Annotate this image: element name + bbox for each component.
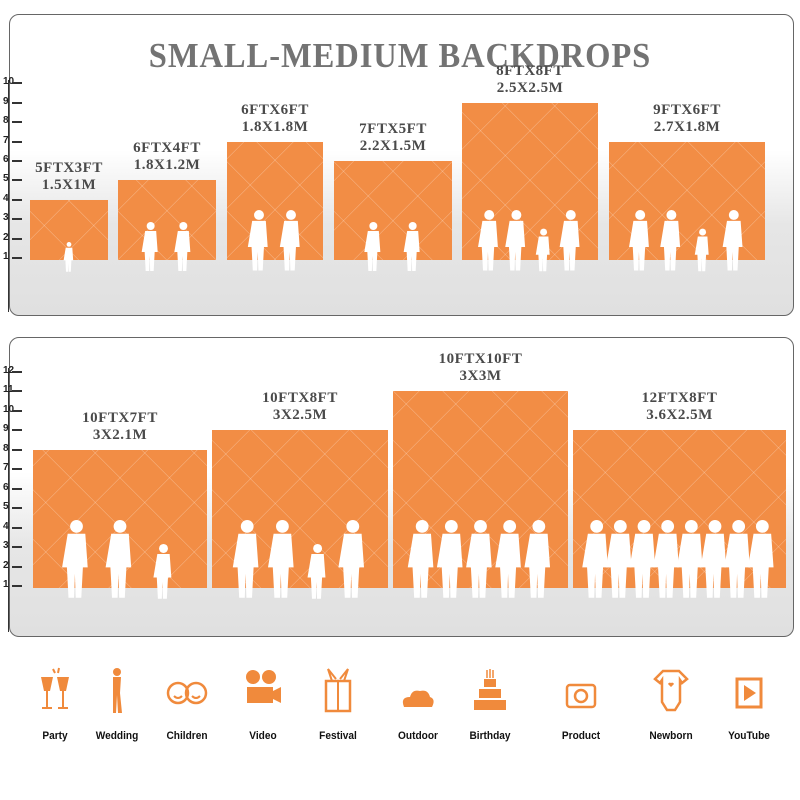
scale-tick: 6 bbox=[3, 481, 21, 493]
scale-tick: 10 bbox=[3, 403, 23, 415]
backdrop-size-block bbox=[30, 199, 108, 260]
backdrop-size-label: 12FTX8FT 3.6X2.5M bbox=[553, 390, 800, 424]
size-meters: 1.5X1M bbox=[41, 176, 97, 193]
wedding-couple-icon bbox=[113, 668, 122, 713]
scale-tick: 12 bbox=[3, 364, 23, 376]
size-meters: 2.5X2.5M bbox=[496, 79, 564, 96]
backdrop-size-label: 8FTX8FT 2.5X2.5M bbox=[442, 63, 618, 97]
gift-box-icon bbox=[324, 668, 352, 713]
backdrop-size-block bbox=[462, 102, 598, 260]
size-meters: 1.8X1.8M bbox=[241, 118, 309, 135]
scale-tick: 4 bbox=[3, 520, 21, 532]
scale-tick: 3 bbox=[3, 212, 21, 224]
backdrop-size-block bbox=[393, 391, 568, 588]
use-children: Children bbox=[152, 665, 222, 742]
play-icon bbox=[735, 677, 763, 709]
backdrop-size-block bbox=[227, 141, 323, 260]
scale-tick: 1 bbox=[3, 579, 21, 590]
use-youtube: YouTube bbox=[714, 665, 784, 742]
scale-tick: 2 bbox=[3, 559, 21, 571]
scale-tick: 11 bbox=[3, 384, 22, 395]
scale-tick: 3 bbox=[3, 540, 21, 551]
backdrop-size-block bbox=[573, 430, 786, 588]
use-birthday: Birthday bbox=[455, 665, 525, 742]
size-feet: 10FTX10FT bbox=[438, 351, 523, 367]
children-faces-icon bbox=[166, 681, 208, 705]
backdrop-size-label: 6FTX6FT 1.8X1.8M bbox=[207, 102, 343, 136]
use-newborn: Newborn bbox=[636, 665, 706, 742]
backdrop-size-block bbox=[118, 180, 216, 260]
scale-tick: 5 bbox=[3, 501, 21, 512]
size-meters: 2.2X1.5M bbox=[359, 138, 427, 154]
baby-onesie-icon bbox=[653, 669, 689, 712]
use-video: Video bbox=[228, 665, 298, 742]
size-meters: 3X2.1M bbox=[92, 426, 148, 443]
scale-tick: 8 bbox=[3, 115, 21, 127]
scale-tick: 9 bbox=[3, 95, 21, 107]
movie-camera-icon bbox=[246, 670, 281, 703]
size-feet: 6FTX6FT bbox=[241, 101, 309, 118]
scale-tick: 9 bbox=[3, 423, 21, 434]
size-feet: 7FTX5FT bbox=[359, 121, 427, 137]
scale-tick: 4 bbox=[3, 192, 21, 204]
size-feet: 9FTX6FT bbox=[653, 101, 721, 118]
use-product: Product bbox=[546, 665, 616, 742]
scale-tick: 2 bbox=[3, 231, 21, 243]
use-festival: Festival bbox=[303, 665, 373, 742]
backdrop-size-label: 10FTX8FT 3X2.5M bbox=[192, 390, 408, 424]
backdrop-size-block bbox=[212, 430, 388, 588]
size-feet: 12FTX8FT bbox=[641, 390, 718, 406]
backdrop-size-block bbox=[33, 449, 207, 588]
backdrop-size-label: 5FTX3FT 1.5X1M bbox=[10, 160, 128, 194]
camera-icon bbox=[565, 683, 597, 709]
size-feet: 5FTX3FT bbox=[35, 159, 103, 176]
birthday-cake-icon bbox=[474, 669, 506, 710]
scale-tick: 6 bbox=[3, 154, 21, 165]
use-party: Party bbox=[20, 665, 90, 742]
scale-tick: 10 bbox=[3, 76, 23, 88]
backdrop-size-block bbox=[334, 161, 452, 260]
backdrop-size-label: 10FTX7FT 3X2.1M bbox=[13, 410, 227, 444]
backdrop-size-label: 7FTX5FT 2.2X1.5M bbox=[314, 121, 472, 155]
scale-tick: 1 bbox=[3, 251, 21, 262]
size-meters: 1.8X1.2M bbox=[133, 157, 201, 174]
size-feet: 10FTX7FT bbox=[82, 409, 158, 426]
size-feet: 8FTX8FT bbox=[496, 62, 564, 79]
scale-tick: 5 bbox=[3, 173, 21, 185]
size-meters: 2.7X1.8M bbox=[653, 118, 721, 135]
size-meters: 3.6X2.5M bbox=[646, 407, 713, 423]
backdrop-size-label: 6FTX4FT 1.8X1.2M bbox=[98, 140, 236, 174]
cloud-icon bbox=[402, 690, 434, 707]
backdrop-size-label: 9FTX6FT 2.7X1.8M bbox=[589, 102, 785, 136]
champagne-glasses-icon bbox=[41, 667, 69, 709]
size-meters: 3X3M bbox=[459, 368, 502, 384]
page-title: SMALL-MEDIUM BACKDROPS bbox=[148, 36, 652, 75]
backdrop-size-block bbox=[609, 141, 765, 260]
use-wedding: Wedding bbox=[82, 665, 152, 742]
size-feet: 10FTX8FT bbox=[262, 390, 338, 406]
use-cases: Party Wedding Children Video Festival Ou… bbox=[0, 665, 800, 755]
scale-line bbox=[8, 368, 9, 632]
scale-tick: 7 bbox=[3, 462, 21, 473]
size-meters: 3X2.5M bbox=[272, 407, 328, 423]
backdrop-size-label: 10FTX10FT 3X3M bbox=[373, 351, 588, 385]
use-outdoor: Outdoor bbox=[383, 665, 453, 742]
scale-tick: 7 bbox=[3, 134, 21, 146]
scale-line bbox=[8, 80, 9, 312]
size-feet: 6FTX4FT bbox=[133, 140, 201, 157]
scale-tick: 8 bbox=[3, 442, 21, 454]
